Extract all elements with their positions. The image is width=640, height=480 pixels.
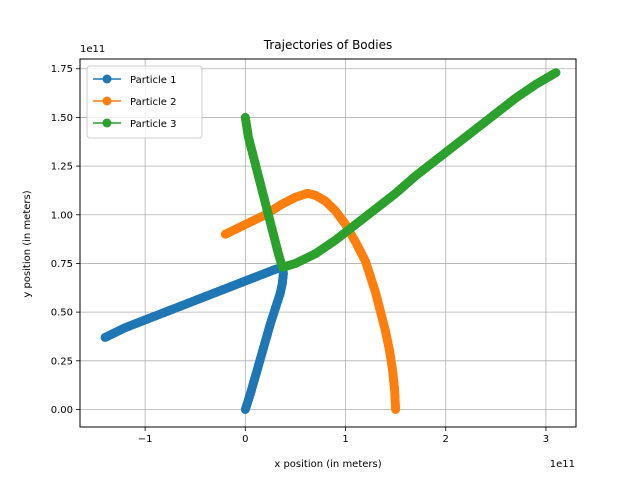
y-tick-label: 1.00 <box>51 210 73 221</box>
y-tick-label: 1.50 <box>51 113 73 124</box>
series-particle-3 <box>240 68 561 272</box>
legend-box <box>86 65 203 139</box>
y-exponent-label: 1e11 <box>80 44 105 55</box>
legend-label: Particle 3 <box>130 119 177 130</box>
y-tick-label: 0.50 <box>51 308 73 319</box>
x-axis-label: x position (in meters) <box>274 459 381 470</box>
legend-marker-swatch <box>102 96 112 106</box>
data-point <box>220 229 230 239</box>
x-tick-label: 0 <box>242 434 248 445</box>
x-tick-label: 2 <box>443 434 449 445</box>
axes-frame <box>79 58 577 428</box>
y-tick-label: 0.00 <box>51 405 73 416</box>
legend-marker-swatch <box>102 74 112 84</box>
x-exponent-label: 1e11 <box>550 459 575 470</box>
data-point <box>100 332 110 342</box>
legend: Particle 1 Particle 2 Particle 3 <box>86 65 203 139</box>
legend-marker-swatch <box>102 118 112 128</box>
tick-layer: −1 0 1 2 3 0.00 0.25 0.50 0.75 1.00 1.25 1.50 1.75 <box>51 64 549 445</box>
series-layer <box>100 68 561 414</box>
y-tick-label: 0.25 <box>51 356 73 367</box>
legend-label: Particle 2 <box>130 97 177 108</box>
x-tick-label: 1 <box>342 434 348 445</box>
series-particle-1 <box>100 262 288 414</box>
y-tick-label: 1.75 <box>51 64 73 75</box>
y-tick-label: 1.25 <box>51 162 73 173</box>
data-point <box>551 68 561 78</box>
series-particle-2 <box>220 188 401 414</box>
x-tick-label: 3 <box>543 434 549 445</box>
legend-label: Particle 1 <box>130 75 177 86</box>
chart-title: Trajectories of Bodies <box>263 38 392 52</box>
y-axis-label: y position (in meters) <box>22 190 33 297</box>
y-tick-label: 0.75 <box>51 259 73 270</box>
x-tick-label: −1 <box>138 434 153 445</box>
